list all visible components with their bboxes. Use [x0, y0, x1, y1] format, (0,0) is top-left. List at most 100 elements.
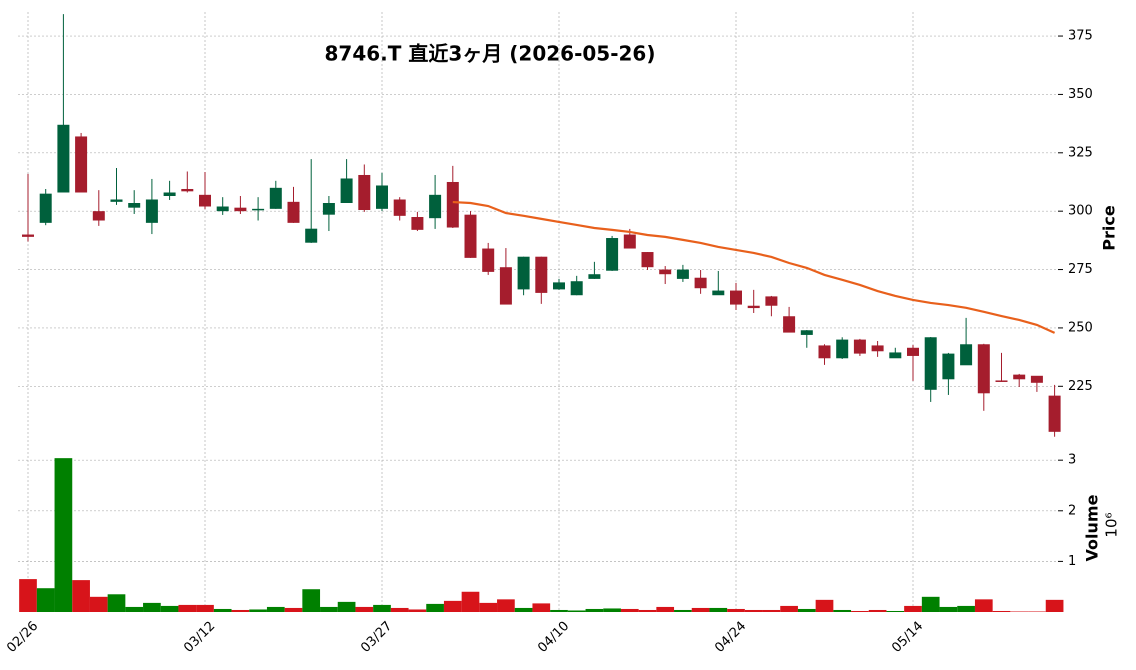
candle-body	[287, 201, 300, 223]
candle-body	[570, 281, 583, 296]
y-tick-label: 300	[1068, 204, 1093, 219]
volume-bar	[833, 609, 852, 612]
candle-body	[853, 339, 866, 354]
y-tick-label: 350	[1068, 87, 1093, 102]
volume-bar	[532, 603, 551, 612]
volume-offset-label: 10⁶	[1103, 512, 1121, 537]
chart-title: 8746.T 直近3ヶ月 (2026-05-26)	[325, 42, 656, 66]
y-tick-label: 2	[1068, 503, 1076, 518]
volume-bar	[178, 604, 197, 612]
candle-body	[446, 181, 459, 228]
candle-body	[1048, 395, 1061, 432]
candle-body	[216, 206, 229, 212]
candle-body	[305, 228, 318, 243]
volume-bar	[603, 608, 621, 612]
y-tick-label: 225	[1068, 379, 1093, 394]
candle-body	[199, 194, 211, 207]
candle-body	[889, 352, 902, 359]
volume-bar	[479, 602, 498, 612]
volume-bar	[1010, 611, 1029, 612]
candle-body	[553, 282, 565, 290]
candle-body	[694, 277, 707, 289]
volume-bar	[72, 580, 90, 612]
x-tick-label: 02/26	[4, 619, 41, 656]
candle-body	[429, 194, 442, 219]
candle-body	[606, 238, 619, 271]
candle-body	[747, 305, 760, 309]
candle-body	[783, 316, 796, 333]
candle-body	[92, 211, 105, 221]
volume-bar	[19, 579, 37, 612]
candle-body	[712, 290, 725, 296]
candle-body	[110, 199, 123, 202]
candle-body	[464, 214, 477, 258]
volume-bar	[727, 608, 745, 612]
candle-body	[322, 203, 335, 215]
volume-bar	[868, 609, 887, 612]
volume-bar	[1028, 611, 1046, 612]
moving-average-line	[452, 200, 1056, 334]
candle-body	[730, 290, 742, 305]
volume-bar	[337, 601, 356, 612]
candle-body	[765, 296, 778, 306]
y-tick-label: 275	[1068, 262, 1093, 277]
candle-body	[358, 174, 371, 211]
candle-body	[411, 217, 424, 230]
candle-body	[234, 207, 247, 212]
candle-body	[181, 188, 194, 192]
candle-body	[57, 124, 70, 193]
candle-body	[393, 199, 406, 216]
volume-axis-label: Volume	[1083, 494, 1102, 561]
volume-bar	[620, 608, 639, 612]
candle-body	[1030, 375, 1043, 383]
volume-bar	[125, 606, 144, 612]
x-tick-label: 03/27	[358, 619, 395, 656]
candle-body	[836, 339, 849, 359]
x-tick-label: 04/24	[712, 619, 749, 656]
volume-bar	[143, 602, 161, 612]
candle-body	[517, 256, 530, 290]
volume-bar	[886, 610, 905, 612]
volume-bar	[497, 599, 515, 612]
y-tick-label: 250	[1068, 320, 1093, 335]
volume-bar	[89, 596, 108, 612]
volume-bar	[54, 458, 73, 612]
volume-bar	[744, 609, 763, 612]
candle-body	[907, 347, 919, 356]
volume-bar	[1045, 599, 1064, 612]
volume-bar	[355, 606, 374, 612]
y-tick-label: 3	[1068, 453, 1076, 468]
volume-bar	[231, 609, 250, 612]
candle-body	[977, 344, 990, 394]
volume-bar	[585, 608, 604, 612]
volume-bar	[638, 609, 657, 612]
volume-bar	[426, 603, 444, 612]
volume-bar	[797, 608, 816, 612]
volume-bar	[674, 609, 692, 612]
candle-body	[588, 274, 601, 279]
candle-body	[960, 344, 973, 366]
candle-body	[659, 269, 672, 275]
candle-body	[252, 208, 265, 211]
volume-bar	[107, 594, 126, 612]
volume-bar	[709, 607, 728, 612]
y-tick-label: 375	[1068, 29, 1093, 44]
candle-body	[75, 136, 88, 193]
candle-body	[995, 380, 1008, 382]
volume-bar	[213, 608, 232, 612]
volume-bar	[957, 605, 975, 612]
volume-bar	[320, 606, 338, 612]
volume-bar	[160, 605, 179, 612]
volume-bar	[550, 609, 568, 612]
candle-body	[942, 353, 955, 380]
candle-body	[128, 203, 141, 208]
volume-bar	[36, 588, 55, 612]
volume-bar	[196, 604, 214, 612]
volume-bar	[443, 600, 462, 612]
volume-bar	[939, 606, 958, 612]
volume-bar	[302, 589, 321, 612]
candle-body	[535, 256, 548, 293]
candle-body	[924, 337, 937, 390]
volume-bar	[851, 610, 869, 612]
